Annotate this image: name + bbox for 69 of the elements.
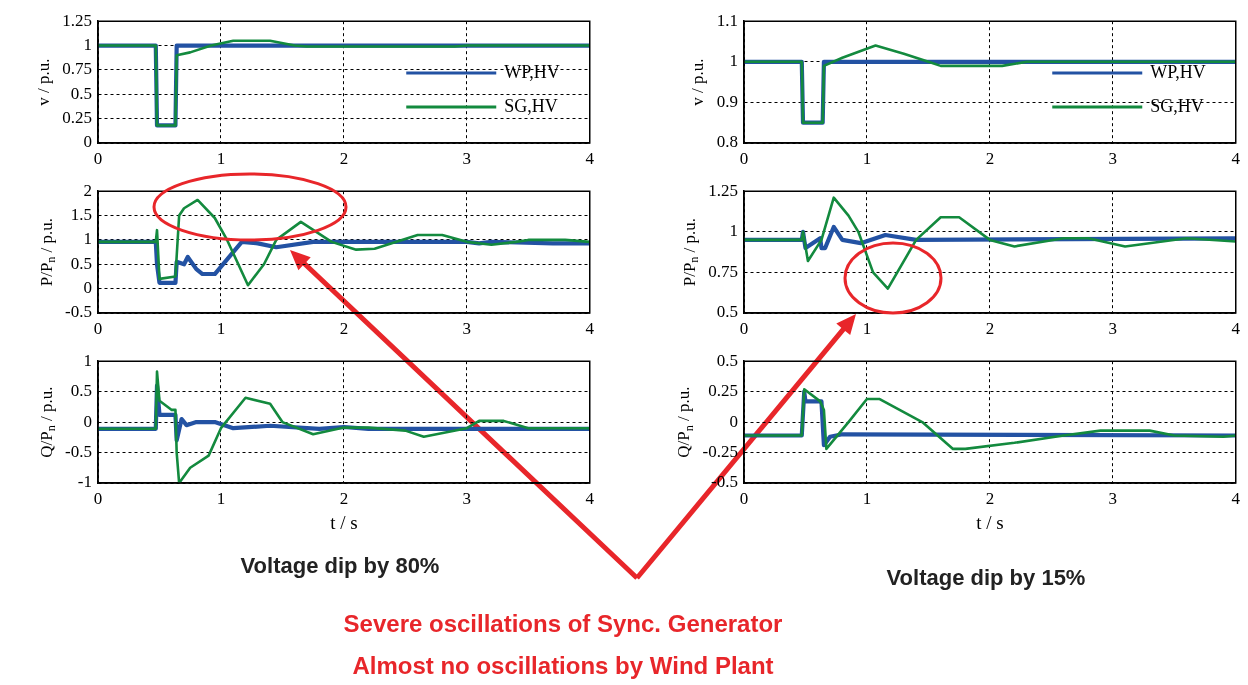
y-tick-label: 1 [83, 350, 92, 370]
x-tick-label: 1 [862, 488, 872, 508]
y-tick-label: -0.5 [65, 442, 92, 462]
x-tick-label: 1 [216, 488, 226, 508]
y-tick-label: 1 [83, 35, 92, 55]
y-tick-label: 0 [83, 132, 92, 152]
y-axis-title: v / p.u. [688, 58, 708, 106]
y-tick-label: 0.25 [708, 381, 738, 401]
y-axis-title: P/Pn / p.u. [679, 217, 702, 287]
x-tick-label: 3 [1108, 318, 1118, 338]
x-tick-label: 2 [985, 488, 995, 508]
y-tick-label: -1 [77, 472, 92, 492]
x-tick-label: 3 [462, 488, 472, 508]
y-tick-label: 1 [729, 51, 738, 71]
x-tick-label: 3 [1108, 148, 1118, 168]
y-tick-label: 0.9 [716, 91, 738, 111]
y-tick-label: 0.5 [716, 350, 738, 370]
x-tick-label: 3 [1108, 488, 1118, 508]
y-tick-label: 0 [83, 278, 92, 298]
text: Severe oscillations of Sync. Generator [342, 609, 784, 639]
x-tick-label: 4 [585, 318, 595, 338]
y-tick-label: 0.75 [62, 59, 92, 79]
text: Almost no oscillations by Wind Plant [351, 651, 775, 681]
legend-label: SG,HV [504, 95, 558, 116]
x-tick-label: 4 [585, 148, 595, 168]
x-tick-label: 1 [862, 148, 872, 168]
y-tick-label: 0.5 [70, 253, 92, 273]
y-tick-label: 1 [83, 229, 92, 249]
y-tick-label: 0.5 [70, 83, 92, 103]
x-tick-label: 1 [216, 318, 226, 338]
y-tick-label: 0.5 [70, 381, 92, 401]
y-axis-title: Q/Pn / p.u. [674, 386, 696, 458]
y-tick-label: 0 [83, 411, 92, 431]
y-tick-label: 0.25 [62, 108, 92, 128]
legend-label: WP,HV [504, 61, 560, 82]
y-tick-label: 0.8 [716, 132, 738, 152]
y-tick-label: 1.25 [62, 10, 92, 30]
x-tick-label: 2 [339, 318, 349, 338]
x-tick-label: 4 [585, 488, 595, 508]
text: Voltage dip by 15% [886, 565, 1086, 591]
y-axis-title: P/Pn / p.u. [36, 217, 59, 287]
text: Voltage dip by 80% [240, 553, 440, 579]
x-tick-label: 3 [462, 318, 472, 338]
x-tick-label: 4 [1231, 148, 1241, 168]
x-axis-title: t / s [976, 511, 1004, 533]
y-tick-label: -0.5 [65, 302, 92, 322]
x-axis-title: t / s [330, 511, 358, 533]
y-tick-label: 1.25 [708, 180, 738, 200]
legend-label: SG,HV [1150, 95, 1204, 116]
y-tick-label: 1.5 [70, 205, 92, 225]
x-tick-label: 1 [862, 318, 872, 338]
x-tick-label: 2 [339, 148, 349, 168]
legend-label: WP,HV [1150, 61, 1206, 82]
y-axis-title: v / p.u. [33, 58, 53, 106]
y-tick-label: 0.5 [716, 302, 738, 322]
x-tick-label: 4 [1231, 318, 1241, 338]
x-tick-label: 3 [462, 148, 472, 168]
y-axis-title: Q/Pn / p.u. [36, 386, 59, 458]
y-tick-label: 2 [83, 180, 92, 200]
x-tick-label: 2 [339, 488, 349, 508]
x-tick-label: 2 [985, 318, 995, 338]
y-tick-label: -0.25 [702, 442, 738, 462]
y-tick-label: 0.75 [708, 261, 738, 281]
x-tick-label: 2 [985, 148, 995, 168]
x-tick-label: 4 [1231, 488, 1241, 508]
x-tick-label: 1 [216, 148, 226, 168]
y-tick-label: 0 [729, 411, 738, 431]
y-tick-label: 1.1 [716, 10, 738, 30]
y-tick-label: 1 [729, 221, 738, 241]
